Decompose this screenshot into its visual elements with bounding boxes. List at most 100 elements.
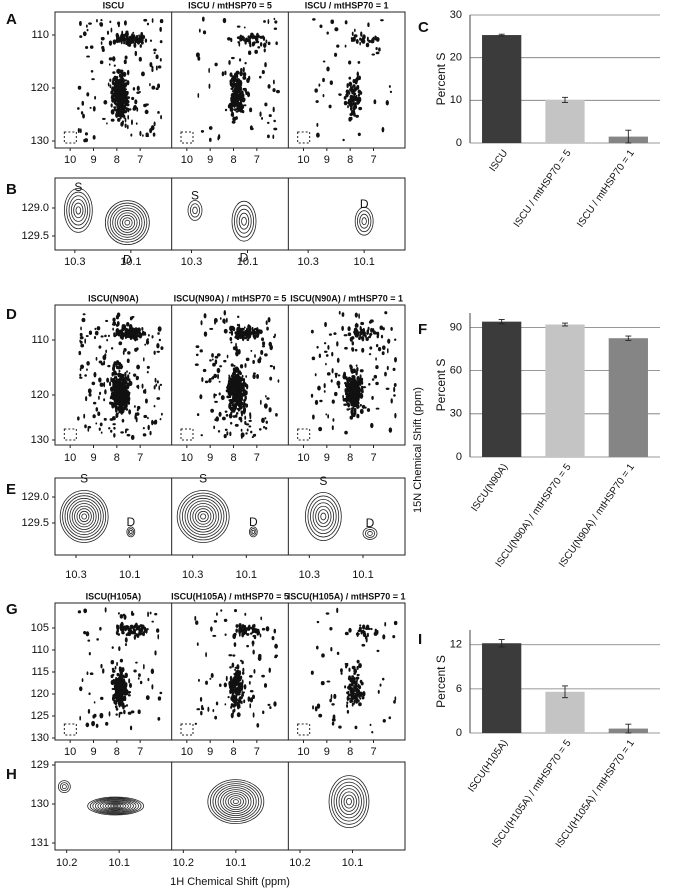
peak (235, 80, 240, 84)
peak (227, 695, 230, 699)
peak (330, 19, 335, 24)
contour (230, 797, 242, 806)
peak (94, 330, 99, 336)
contour (124, 219, 131, 226)
peak (359, 369, 364, 373)
peak (230, 37, 233, 43)
peak (384, 622, 387, 627)
peak (244, 336, 248, 340)
peak (232, 346, 237, 351)
peak (234, 390, 238, 395)
peak (124, 55, 128, 60)
peak (82, 313, 86, 316)
peak (135, 412, 140, 416)
peak (105, 721, 109, 726)
peak (267, 41, 271, 46)
peak (151, 68, 154, 73)
peak (87, 708, 91, 714)
peak (126, 390, 130, 393)
peak (246, 644, 250, 648)
peak (128, 683, 133, 689)
peak (263, 20, 266, 23)
peak (239, 109, 243, 113)
peak (84, 138, 89, 143)
peak (365, 637, 368, 643)
peak (146, 370, 149, 374)
peak (95, 422, 98, 425)
contour (74, 505, 95, 528)
peak (118, 712, 121, 718)
peak (365, 42, 370, 48)
peak (84, 338, 87, 344)
peak (357, 132, 361, 137)
peak (124, 376, 128, 380)
peak (125, 334, 129, 338)
peak (386, 348, 389, 354)
peak (235, 670, 238, 674)
peak (88, 392, 92, 397)
peak (262, 710, 265, 715)
peak (151, 126, 155, 130)
peak (126, 80, 130, 86)
panel-letter: D (6, 306, 17, 323)
peak (108, 711, 111, 717)
peak (337, 374, 341, 377)
peak (234, 76, 237, 83)
contour (217, 787, 255, 816)
peak (91, 381, 96, 386)
peak (87, 427, 90, 432)
contour (207, 779, 265, 824)
peak (157, 696, 162, 701)
peak (121, 393, 125, 398)
peak (253, 627, 256, 632)
peak (238, 676, 241, 682)
peak (312, 414, 315, 420)
peak (123, 79, 125, 83)
peak (228, 374, 230, 377)
peak (341, 312, 345, 317)
peak (241, 700, 243, 705)
peak (334, 372, 338, 376)
peak (120, 108, 124, 112)
peak (360, 385, 364, 389)
panel-letter: H (6, 766, 17, 783)
peak (350, 692, 355, 699)
peak (353, 685, 356, 691)
x-tick-label: 10 (64, 452, 76, 464)
peak (314, 373, 317, 377)
peak (118, 692, 123, 696)
peak (346, 691, 350, 695)
peak (338, 725, 342, 729)
peak (249, 690, 254, 693)
peak (159, 417, 162, 421)
peak (157, 110, 160, 114)
peak (382, 634, 386, 640)
peak (272, 134, 275, 139)
x-tick-label: 10.1 (353, 256, 374, 268)
peak (81, 317, 86, 323)
peak (155, 383, 158, 387)
contour (122, 217, 133, 228)
peak (236, 36, 241, 40)
peak (373, 374, 378, 379)
peak (245, 375, 248, 378)
peak (256, 332, 260, 339)
peak (90, 70, 94, 73)
peak (249, 412, 252, 417)
peak (100, 663, 103, 669)
peak (212, 709, 215, 713)
peak (215, 701, 219, 706)
peak (229, 83, 234, 87)
peak (347, 385, 351, 390)
peak (141, 134, 144, 137)
peak (115, 684, 117, 688)
peak (210, 408, 214, 413)
peak (343, 96, 347, 100)
peak (228, 403, 232, 410)
peak (236, 74, 239, 79)
peak (84, 132, 88, 136)
peak (243, 104, 247, 107)
x-tick-label: 10.3 (299, 569, 320, 581)
peak (388, 427, 393, 433)
peak (231, 683, 236, 688)
